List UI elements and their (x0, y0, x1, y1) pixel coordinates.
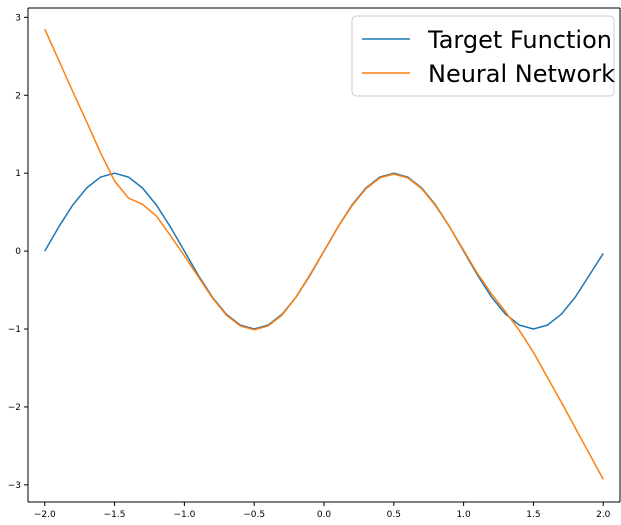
y-tick-label: 2 (15, 91, 21, 101)
y-tick-label: 3 (15, 13, 21, 23)
x-tick-label: 0.5 (387, 510, 401, 520)
y-axis-ticks: 3 2 1 0 −1 −2 −3 (8, 13, 28, 491)
x-tick-label: 2.0 (596, 510, 611, 520)
legend-box (351, 15, 615, 97)
legend-label-target-function: Target Function (427, 26, 612, 54)
x-tick-label: 1.0 (456, 510, 471, 520)
x-tick-label: 0.0 (317, 510, 332, 520)
series-line-neural-network (44, 28, 604, 480)
y-tick-label: −1 (8, 325, 21, 335)
x-tick-label: −2.0 (34, 510, 56, 520)
y-tick-label: 1 (15, 169, 21, 179)
legend: Target Function Neural Network (351, 15, 615, 97)
legend-label-neural-network: Neural Network (428, 60, 615, 88)
x-tick-label: 1.5 (526, 510, 540, 520)
x-tick-label: −0.5 (243, 510, 265, 520)
y-tick-label: 0 (15, 247, 21, 257)
y-tick-label: −2 (8, 403, 21, 413)
y-tick-label: −3 (8, 481, 21, 491)
x-tick-label: −1.5 (104, 510, 126, 520)
series-layer (44, 28, 604, 480)
x-tick-label: −1.0 (173, 510, 195, 520)
x-axis-ticks: −2.0 −1.5 −1.0 −0.5 0.0 0.5 1.0 1.5 2.0 (34, 502, 611, 520)
